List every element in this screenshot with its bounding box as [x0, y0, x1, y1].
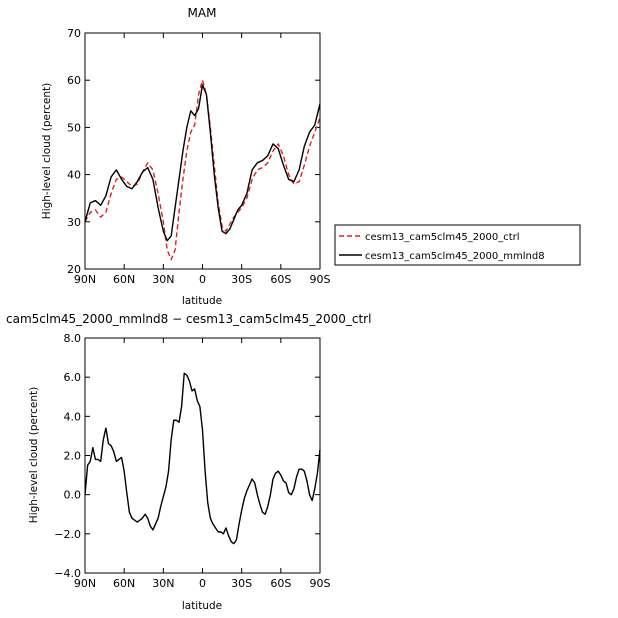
chart-top-y-ticks: 20 30 40 50 60 70	[67, 27, 320, 276]
y-tick-label: −4.0	[54, 567, 81, 580]
x-tick-label: 60S	[270, 577, 291, 590]
chart-top-x-ticks: 90N 60N 30N 0 30S 60S 90S	[74, 33, 331, 286]
x-tick-label: 60N	[113, 273, 135, 286]
legend-box	[334, 224, 581, 266]
x-tick-label: 0	[199, 577, 206, 590]
y-tick-label: −2.0	[54, 528, 81, 541]
legend-label-mmlnd8: cesm13_cam5clm45_2000_mmlnd8	[365, 251, 545, 262]
y-tick-label: 70	[67, 27, 81, 40]
series-line-cesm13_cam5clm45_2000_mmlnd8	[84, 84, 321, 242]
y-tick-label: 6.0	[64, 371, 82, 384]
chart-bottom-series	[84, 372, 321, 545]
x-tick-label: 90N	[74, 577, 96, 590]
series-line-difference-0	[84, 372, 321, 545]
chart-bottom-plot-frame	[84, 337, 321, 574]
x-tick-label: 30S	[231, 273, 252, 286]
series-line-cesm13_cam5clm45_2000_ctrl	[84, 79, 321, 261]
y-tick-label: 4.0	[64, 410, 82, 423]
y-tick-label: 40	[67, 169, 81, 182]
x-tick-label: 90S	[310, 273, 331, 286]
chart-bottom-xlabel: latitude	[182, 600, 222, 612]
chart-top-title: MAM	[188, 6, 217, 20]
y-tick-label: 20	[67, 263, 81, 276]
x-tick-label: 30N	[152, 577, 174, 590]
y-tick-label: 2.0	[64, 450, 82, 463]
legend-label-ctrl: cesm13_cam5clm45_2000_ctrl	[365, 232, 520, 243]
x-tick-label: 30N	[152, 273, 174, 286]
chart-bottom-ylabel: High-level cloud (percent)	[28, 387, 40, 523]
chart-bottom-title: cam5clm45_2000_mmlnd8 − cesm13_cam5clm45…	[6, 312, 371, 326]
chart-bottom: cam5clm45_2000_mmlnd8 − cesm13_cam5clm45…	[6, 312, 371, 612]
y-tick-label: 60	[67, 74, 81, 87]
chart-top-plot-frame	[84, 32, 321, 270]
x-tick-label: 90S	[310, 577, 331, 590]
chart-top: MAM 20 30 40 50 60 70 90N 60N 30N 0 30S 60S 90S lat…	[41, 6, 331, 307]
y-tick-label: 0.0	[64, 489, 82, 502]
chart-top-ylabel: High-level cloud (percent)	[41, 83, 53, 219]
y-tick-label: 8.0	[64, 332, 82, 345]
x-tick-label: 60N	[113, 577, 135, 590]
x-tick-label: 30S	[231, 577, 252, 590]
chart-top-xlabel: latitude	[182, 295, 222, 307]
chart-top-series	[84, 79, 321, 261]
chart-bottom-y-ticks: −4.0 −2.0 0.0 2.0 4.0 6.0 8.0	[54, 332, 320, 580]
x-tick-label: 60S	[270, 273, 291, 286]
x-tick-label: 90N	[74, 273, 96, 286]
x-tick-label: 0	[199, 273, 206, 286]
y-tick-label: 30	[67, 216, 81, 229]
chart-bottom-x-ticks: 90N 60N 30N 0 30S 60S 90S	[74, 338, 331, 590]
y-tick-label: 50	[67, 121, 81, 134]
legend: cesm13_cam5clm45_2000_ctrl cesm13_cam5cl…	[334, 224, 581, 266]
